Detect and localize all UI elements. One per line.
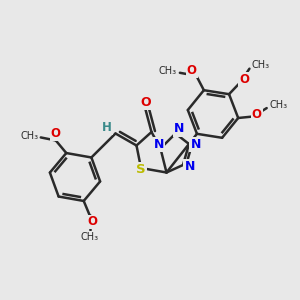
- Text: H: H: [102, 121, 112, 134]
- Text: N: N: [154, 137, 164, 151]
- Text: O: O: [187, 64, 197, 77]
- Text: N: N: [174, 122, 184, 136]
- Text: O: O: [51, 127, 61, 140]
- Text: CH₃: CH₃: [20, 131, 38, 141]
- Text: S: S: [136, 163, 146, 176]
- Text: CH₃: CH₃: [269, 100, 287, 110]
- Text: CH₃: CH₃: [252, 60, 270, 70]
- Text: CH₃: CH₃: [81, 232, 99, 242]
- Text: O: O: [239, 73, 249, 86]
- Text: N: N: [184, 160, 195, 173]
- Text: O: O: [252, 109, 262, 122]
- Text: N: N: [190, 137, 201, 151]
- Text: CH₃: CH₃: [158, 66, 176, 76]
- Text: O: O: [88, 215, 98, 229]
- Text: O: O: [140, 95, 151, 109]
